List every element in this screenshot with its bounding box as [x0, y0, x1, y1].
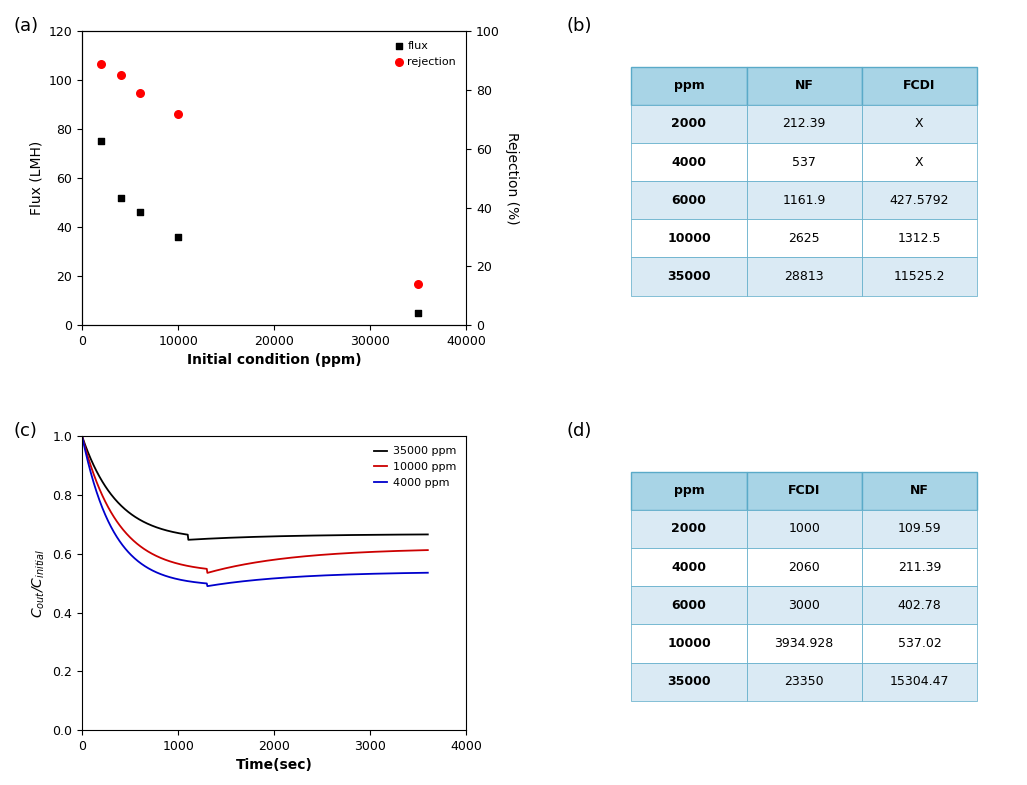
4000 ppm [280, 573, 293, 582]
Text: (a): (a) [13, 16, 38, 35]
rejection [93, 57, 110, 70]
rejection [112, 69, 128, 82]
Y-axis label: Flux (LMH): Flux (LMH) [29, 141, 43, 215]
4000 ppm [307, 571, 319, 581]
4000 ppm [76, 432, 88, 441]
Legend: 35000 ppm, 10000 ppm, 4000 ppm: 35000 ppm, 10000 ppm, 4000 ppm [370, 442, 461, 492]
Line: 10000 ppm: 10000 ppm [82, 436, 428, 573]
4000 ppm [138, 560, 150, 570]
4000 ppm [337, 570, 349, 579]
flux [169, 231, 186, 243]
35000 ppm [337, 531, 349, 540]
35000 ppm [138, 517, 150, 527]
35000 ppm [280, 531, 293, 541]
10000 ppm [138, 544, 150, 553]
Y-axis label: Rejection (%): Rejection (%) [505, 132, 520, 225]
flux [131, 206, 148, 219]
X-axis label: Initial condition (ppm): Initial condition (ppm) [187, 353, 362, 367]
4000 ppm [233, 577, 245, 586]
10000 ppm [165, 557, 178, 567]
10000 ppm [233, 560, 245, 570]
flux [112, 192, 128, 204]
10000 ppm [76, 432, 88, 441]
4000 ppm [165, 573, 178, 582]
Y-axis label: C$_{out}$/C$_{initial}$: C$_{out}$/C$_{initial}$ [31, 549, 47, 618]
10000 ppm [337, 549, 349, 558]
35000 ppm [307, 531, 319, 540]
Text: (b): (b) [566, 16, 592, 35]
flux [93, 135, 110, 148]
35000 ppm [165, 527, 178, 536]
Line: 35000 ppm: 35000 ppm [82, 436, 428, 540]
Text: (c): (c) [13, 422, 37, 440]
rejection [131, 87, 148, 100]
rejection [169, 108, 186, 120]
35000 ppm [422, 530, 434, 539]
4000 ppm [201, 582, 214, 591]
rejection [410, 278, 426, 290]
35000 ppm [182, 535, 194, 545]
Text: (d): (d) [566, 422, 592, 440]
10000 ppm [422, 546, 434, 555]
Line: 4000 ppm: 4000 ppm [82, 436, 428, 586]
10000 ppm [201, 568, 214, 578]
Legend: flux, rejection: flux, rejection [389, 37, 461, 71]
10000 ppm [280, 553, 293, 563]
4000 ppm [422, 568, 434, 578]
35000 ppm [233, 533, 245, 542]
10000 ppm [307, 551, 319, 560]
35000 ppm [76, 432, 88, 441]
flux [410, 306, 426, 319]
X-axis label: Time(sec): Time(sec) [236, 758, 312, 772]
